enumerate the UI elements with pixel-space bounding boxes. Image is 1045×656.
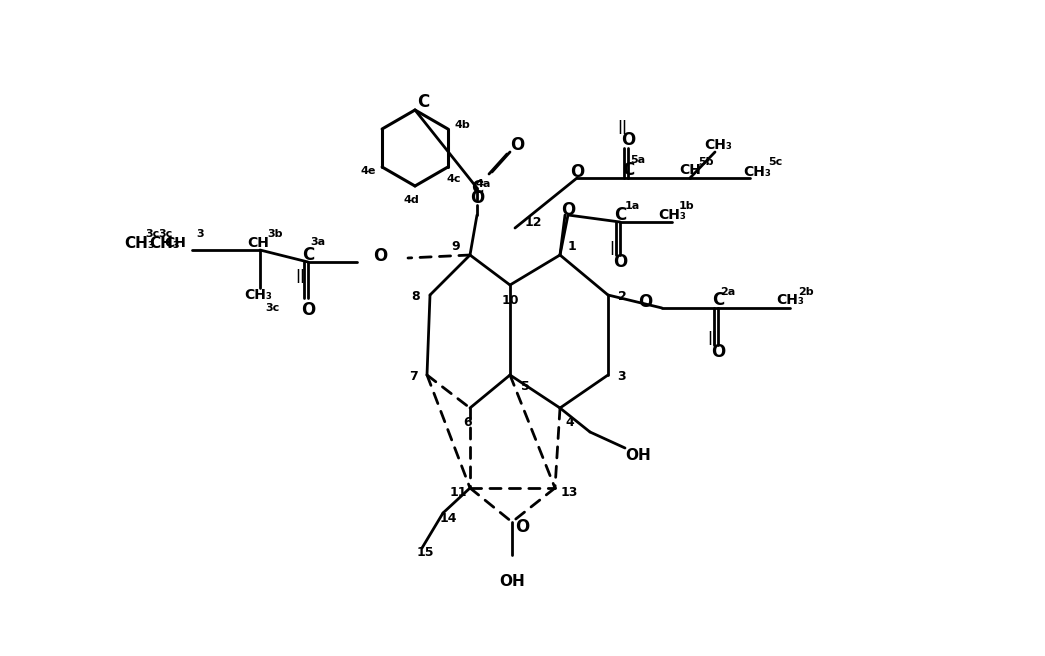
- Text: O: O: [510, 136, 525, 154]
- Text: 3c: 3c: [158, 229, 172, 239]
- Text: 7: 7: [409, 371, 417, 384]
- Text: CH₃: CH₃: [776, 293, 804, 307]
- Text: CH₃: CH₃: [245, 288, 272, 302]
- Text: 10: 10: [502, 295, 518, 308]
- Text: C: C: [417, 93, 429, 111]
- Text: 2: 2: [618, 291, 626, 304]
- Text: C: C: [712, 291, 724, 309]
- Text: 4c: 4c: [446, 174, 461, 184]
- Text: 4b: 4b: [454, 120, 470, 130]
- Text: ||: ||: [707, 331, 717, 345]
- Text: O: O: [612, 253, 627, 271]
- Text: 3: 3: [196, 229, 204, 239]
- Text: 4a: 4a: [475, 179, 491, 189]
- Text: O: O: [570, 163, 584, 181]
- Text: OH: OH: [625, 447, 651, 462]
- Text: 12: 12: [525, 216, 541, 230]
- Text: 5c: 5c: [768, 157, 782, 167]
- Text: CH₃: CH₃: [124, 237, 155, 251]
- Text: CH₃: CH₃: [658, 208, 686, 222]
- Text: O: O: [711, 343, 725, 361]
- Text: CH: CH: [247, 236, 269, 250]
- Text: 11: 11: [449, 485, 467, 499]
- Text: O: O: [637, 293, 652, 311]
- Text: 3: 3: [618, 371, 626, 384]
- Text: 6: 6: [464, 415, 472, 428]
- Text: C: C: [302, 246, 315, 264]
- Text: 3b: 3b: [268, 229, 283, 239]
- Text: C: C: [613, 206, 626, 224]
- Text: O: O: [470, 189, 484, 207]
- Text: C: C: [622, 161, 634, 179]
- Text: CH₃: CH₃: [743, 165, 771, 179]
- Text: CH: CH: [164, 236, 186, 250]
- Text: CH₃: CH₃: [149, 237, 181, 251]
- Text: 5: 5: [520, 380, 530, 394]
- Text: ||: ||: [295, 269, 305, 283]
- Text: ||: ||: [617, 120, 627, 134]
- Text: CH₃: CH₃: [704, 138, 732, 152]
- Text: 9: 9: [451, 241, 460, 253]
- Text: 8: 8: [412, 291, 420, 304]
- Text: 15: 15: [416, 546, 434, 560]
- Text: 1: 1: [567, 241, 577, 253]
- Text: OH: OH: [500, 575, 525, 590]
- Text: 3c: 3c: [264, 303, 279, 313]
- Text: O: O: [515, 518, 529, 536]
- Text: CH: CH: [679, 163, 701, 177]
- Text: O: O: [373, 247, 387, 265]
- Text: C: C: [471, 179, 483, 197]
- Text: 2a: 2a: [720, 287, 736, 297]
- Text: 5b: 5b: [698, 157, 714, 167]
- Text: 4e: 4e: [361, 166, 376, 176]
- Text: O: O: [621, 131, 635, 149]
- Text: 5a: 5a: [630, 155, 646, 165]
- Text: ||: ||: [609, 241, 619, 255]
- Text: 2b: 2b: [798, 287, 814, 297]
- Text: O: O: [561, 201, 575, 219]
- Text: 4d: 4d: [403, 195, 419, 205]
- Text: 14: 14: [439, 512, 457, 525]
- Text: 1a: 1a: [624, 201, 640, 211]
- Text: 3a: 3a: [310, 237, 326, 247]
- Text: 13: 13: [560, 487, 578, 499]
- Text: 3c: 3c: [145, 229, 159, 239]
- Text: O: O: [301, 301, 316, 319]
- Text: 1b: 1b: [678, 201, 694, 211]
- Text: 4: 4: [565, 415, 575, 428]
